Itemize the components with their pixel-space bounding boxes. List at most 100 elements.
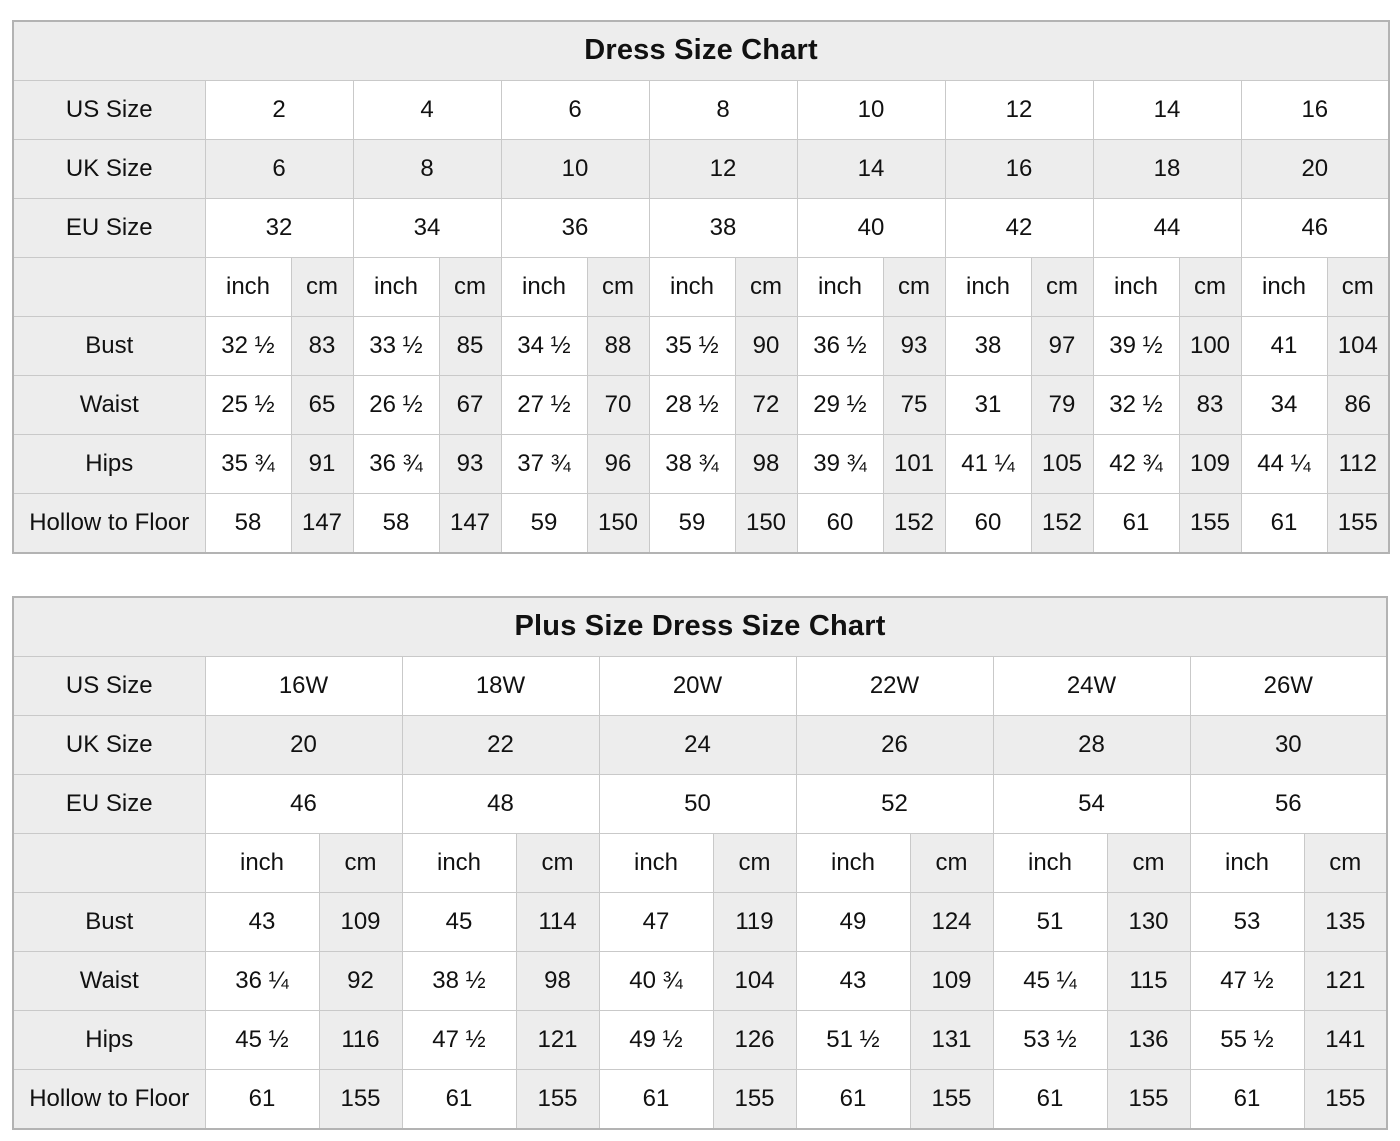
measurement-cm-cell: 152 [1030,493,1094,554]
measurement-inch-cell: 28 ½ [648,375,736,435]
measurement-inch-cell: 51 [992,892,1108,952]
size-row: UK Size 6 8 10 12 14 16 18 20 [12,139,1390,199]
measurement-inch-cell: 36 ¼ [204,951,320,1011]
measurement-inch-cell: 31 [944,375,1032,435]
size-value-cell: 18 [1092,139,1242,199]
size-value-cell: 16 [1240,80,1390,140]
measurement-cm-cell: 92 [318,951,403,1011]
size-value-cell: 16W [204,656,403,716]
unit-cell-cm: cm [1106,833,1191,893]
size-value-cell: 42 [944,198,1094,258]
measurement-cm-cell: 65 [290,375,354,435]
measurement-cm-cell: 126 [712,1010,797,1070]
measurement-inch-cell: 61 [1240,493,1328,554]
size-charts-page: Dress Size Chart US Size 2 4 6 8 10 12 14 16 UK Si… [12,20,1391,1130]
row-label: Hips [12,1010,206,1070]
measurement-row: Bust 32 ½ 83 33 ½ 85 34 ½ 88 35 ½ 90 36 ½ 93 38 97 39… [12,316,1390,376]
unit-cell-cm: cm [438,257,502,317]
measurement-inch-cell: 51 ½ [795,1010,911,1070]
measurement-cm-cell: 150 [586,493,650,554]
size-value-cell: 22W [795,656,994,716]
measurement-row: Hollow to Floor 61 155 61 155 61 155 61 155 61 155… [12,1069,1388,1130]
measurement-inch-cell: 41 ¼ [944,434,1032,494]
measurement-inch-cell: 38 [944,316,1032,376]
size-row: EU Size 32 34 36 38 40 42 44 46 [12,198,1390,258]
size-value-cell: 28 [992,715,1191,775]
unit-cell-inch: inch [648,257,736,317]
unit-cell-inch: inch [1092,257,1180,317]
measurement-row: Bust 43 109 45 114 47 119 49 124 51 130 53 135 [12,892,1388,952]
measurement-cm-cell: 155 [1326,493,1390,554]
measurement-inch-cell: 38 ¾ [648,434,736,494]
unit-cell-inch: inch [598,833,714,893]
size-row: EU Size 46 48 50 52 54 56 [12,774,1388,834]
measurement-cm-cell: 83 [1178,375,1242,435]
unit-row-label [12,257,206,317]
unit-cell-inch: inch [1240,257,1328,317]
unit-cell-inch: inch [204,833,320,893]
size-value-cell: 34 [352,198,502,258]
table-title-row: Plus Size Dress Size Chart [12,596,1388,657]
measurement-inch-cell: 58 [352,493,440,554]
measurement-cm-cell: 152 [882,493,946,554]
measurement-inch-cell: 36 ¾ [352,434,440,494]
size-value-cell: 38 [648,198,798,258]
measurement-cm-cell: 97 [1030,316,1094,376]
unit-cell-inch: inch [204,257,292,317]
measurement-inch-cell: 53 [1189,892,1305,952]
unit-cell-cm: cm [882,257,946,317]
measurement-inch-cell: 42 ¾ [1092,434,1180,494]
size-value-cell: 16 [944,139,1094,199]
measurement-cm-cell: 109 [1178,434,1242,494]
measurement-cm-cell: 155 [318,1069,403,1130]
measurement-cm-cell: 104 [712,951,797,1011]
measurement-inch-cell: 41 [1240,316,1328,376]
size-value-cell: 46 [1240,198,1390,258]
measurement-cm-cell: 101 [882,434,946,494]
measurement-cm-cell: 112 [1326,434,1390,494]
size-row: US Size 2 4 6 8 10 12 14 16 [12,80,1390,140]
measurement-cm-cell: 155 [712,1069,797,1130]
size-value-cell: 8 [352,139,502,199]
unit-row-label [12,833,206,893]
plus-size-dress-size-chart-table: Plus Size Dress Size Chart US Size 16W 18W 2… [12,596,1389,1130]
measurement-cm-cell: 121 [515,1010,600,1070]
size-value-cell: 12 [944,80,1094,140]
measurement-inch-cell: 43 [204,892,320,952]
measurement-cm-cell: 150 [734,493,798,554]
size-value-cell: 50 [598,774,797,834]
measurement-cm-cell: 131 [909,1010,994,1070]
size-value-cell: 30 [1189,715,1388,775]
measurement-cm-cell: 119 [712,892,797,952]
size-value-cell: 20 [1240,139,1390,199]
measurement-inch-cell: 47 ½ [401,1010,517,1070]
unit-cell-cm: cm [290,257,354,317]
row-label: UK Size [12,715,206,775]
measurement-inch-cell: 53 ½ [992,1010,1108,1070]
size-value-cell: 6 [204,139,354,199]
measurement-inch-cell: 25 ½ [204,375,292,435]
measurement-cm-cell: 72 [734,375,798,435]
measurement-inch-cell: 61 [401,1069,517,1130]
table-title: Dress Size Chart [12,20,1390,81]
row-label: Hips [12,434,206,494]
measurement-inch-cell: 61 [795,1069,911,1130]
measurement-cm-cell: 85 [438,316,502,376]
measurement-cm-cell: 114 [515,892,600,952]
measurement-inch-cell: 55 ½ [1189,1010,1305,1070]
size-value-cell: 24 [598,715,797,775]
unit-cell-cm: cm [318,833,403,893]
measurement-inch-cell: 43 [795,951,911,1011]
unit-cell-cm: cm [1303,833,1388,893]
measurement-cm-cell: 155 [909,1069,994,1130]
table-title-row: Dress Size Chart [12,20,1390,81]
unit-cell-cm: cm [734,257,798,317]
measurement-inch-cell: 35 ¾ [204,434,292,494]
unit-cell-inch: inch [795,833,911,893]
measurement-inch-cell: 45 ½ [204,1010,320,1070]
measurement-cm-cell: 121 [1303,951,1388,1011]
measurement-inch-cell: 44 ¼ [1240,434,1328,494]
measurement-inch-cell: 39 ¾ [796,434,884,494]
measurement-cm-cell: 115 [1106,951,1191,1011]
